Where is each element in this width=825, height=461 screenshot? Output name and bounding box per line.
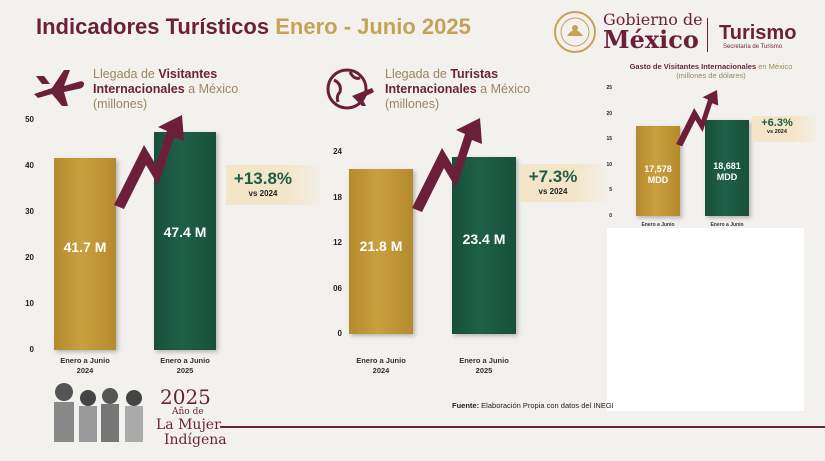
bar-value-line: 17,578: [644, 163, 672, 174]
x-category-line: Enero a Junio: [60, 356, 110, 365]
mexico-seal-icon: [554, 11, 596, 53]
bar-value-label: 17,578 MDD: [636, 164, 680, 186]
panel1-head-pre: Llegada de: [93, 67, 159, 81]
panel2-head-pre: Llegada de: [385, 67, 451, 81]
bar-value-label: 21.8 M: [359, 238, 403, 255]
logo-divider: [707, 18, 708, 52]
panel1-head-post: a México: [184, 82, 239, 96]
panel3-head-bold: Visitantes Internacionales: [663, 62, 757, 71]
panel1-heading: Llegada de Visitantes Internacionales a …: [93, 67, 293, 112]
turismo-sub-label: Secretaría de Turismo: [723, 44, 783, 50]
mexico-label: México: [603, 25, 699, 54]
page-title: Indicadores Turísticos Enero - Junio 202…: [36, 14, 471, 40]
bar-value-label: 18,681 MDD: [705, 161, 749, 183]
x-category-line: 2025: [475, 366, 493, 375]
y-tick-label: 0: [29, 345, 34, 354]
y-tick-label: 0: [609, 213, 612, 219]
panel2-heading: Llegada de Turistas Internacionales a Mé…: [385, 67, 585, 112]
x-category-line: Enero a Junio: [710, 222, 744, 228]
y-tick-label: 06: [333, 283, 342, 293]
x-category-line: Enero a Junio: [459, 356, 509, 365]
y-tick-label: 18: [333, 192, 342, 202]
bar-2025: 18,681 MDD: [705, 120, 749, 216]
panel3-head-unit: (millones de dólares): [676, 71, 746, 80]
bar-value-label: 41.7 M: [63, 238, 107, 255]
bar-2024: 17,578 MDD: [636, 126, 680, 216]
y-tick-label: 12: [333, 238, 342, 247]
y-tick-label: 15: [606, 136, 612, 143]
bar-2024: 21.8 M: [349, 168, 413, 334]
mujer-year: 2025: [160, 385, 211, 409]
growth-vs: vs 2024: [767, 129, 787, 135]
panel2-head-post: a México: [476, 82, 531, 96]
panel3-heading: Gasto de Visitantes Internacionales en M…: [612, 62, 810, 80]
y-tick-label: 40: [25, 161, 34, 170]
x-category-line: 2025: [176, 366, 194, 375]
panel3-head-pre: Gasto de: [629, 62, 664, 71]
source-text: Elaboración Propia con datos del INEGI: [479, 401, 614, 410]
x-category-line: 2024: [76, 366, 94, 375]
footer-divider: [220, 426, 825, 428]
growth-pct: +7.3%: [528, 167, 578, 186]
chart-visitantes: 50 40 30 20 10 0 41.7 M Enero a Junio 2024 47.4 M…: [14, 110, 224, 380]
panel3-head-post: en México: [756, 62, 793, 71]
mujer-line1: Año de: [172, 407, 204, 417]
x-category-line: 2024: [372, 366, 390, 375]
panel2-head-unit: (millones): [385, 97, 440, 111]
growth-badge-turistas: +7.3% vs 2024: [520, 164, 610, 202]
panel1-head-unit: (millones): [93, 97, 148, 111]
growth-vs: vs 2024: [248, 189, 278, 198]
airplane-icon: [34, 70, 84, 106]
y-tick-label: 24: [333, 147, 342, 156]
x-category-line: Enero a Junio: [160, 356, 210, 365]
y-tick-label: 10: [25, 299, 34, 308]
y-tick-label: 20: [25, 253, 34, 262]
panel1-head-bold: Visitantes Internacionales: [93, 67, 218, 96]
gobierno-label: Gobierno de: [603, 10, 703, 29]
growth-pct: +6.3%: [761, 117, 793, 129]
growth-pct: +13.8%: [233, 169, 293, 188]
y-tick-label: 5: [609, 187, 612, 194]
growth-arrow-icon: [412, 118, 482, 212]
source-label: Fuente:: [452, 401, 480, 410]
bar-2024: 41.7 M: [54, 158, 116, 350]
bar-value-line: 18,681: [713, 160, 741, 171]
bar-value-line: MDD: [647, 174, 669, 185]
y-tick-label: 50: [25, 115, 34, 124]
blank-area: [607, 228, 804, 411]
y-tick-label: 20: [606, 110, 612, 117]
x-category-line: Enero a Junio: [356, 356, 406, 365]
indigenous-women-illustration: [54, 383, 143, 442]
globe-plane-icon: [326, 68, 374, 110]
growth-vs: vs 2024: [538, 187, 568, 196]
bar-value-line: MDD: [716, 171, 738, 182]
title-period: Enero - Junio 2025: [275, 14, 471, 39]
bar-value-label: 23.4 M: [462, 231, 506, 248]
y-tick-label: 30: [25, 207, 34, 216]
growth-arrow-icon: [114, 115, 184, 209]
panel2-head-bold: Turistas Internacionales: [385, 67, 499, 96]
y-tick-label: 25: [606, 85, 612, 91]
gobierno-logo: Gobierno de México Turismo Secretaría de…: [553, 10, 813, 56]
growth-badge-gasto: +6.3% vs 2024: [752, 116, 820, 142]
bar-value-label: 47.4 M: [163, 223, 207, 240]
x-category-line: Enero a Junio: [641, 222, 675, 228]
mujer-line2: La Mujer: [156, 417, 221, 433]
chart-turistas: 24 18 12 06 0 21.8 M Enero a Junio 2024 23.4 M En…: [322, 110, 522, 380]
growth-badge-visitantes: +13.8% vs 2024: [226, 165, 326, 205]
mujer-line3: Indígena: [164, 432, 227, 448]
source-note: Fuente: Elaboración Propia con datos del…: [452, 401, 614, 410]
title-main: Indicadores Turísticos: [36, 14, 270, 39]
bar-2025: 47.4 M: [154, 131, 216, 350]
y-tick-label: 0: [337, 329, 342, 338]
turismo-label: Turismo: [719, 22, 797, 44]
bar-2025: 23.4 M: [452, 156, 516, 334]
y-tick-label: 10: [606, 161, 612, 168]
growth-arrow-icon: [676, 90, 719, 147]
